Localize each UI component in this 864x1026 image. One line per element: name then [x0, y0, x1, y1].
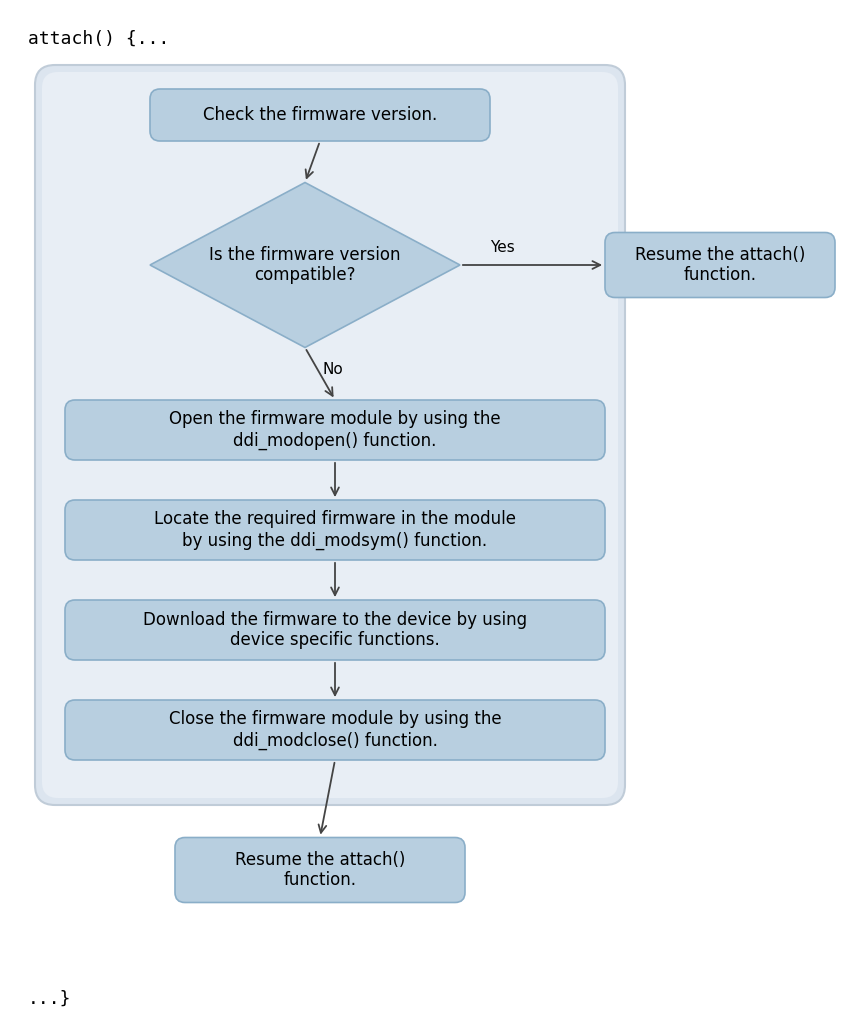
- Text: Locate the required firmware in the module
by using the ddi_modsym() function.: Locate the required firmware in the modu…: [154, 511, 516, 550]
- Text: No: No: [323, 362, 344, 377]
- FancyBboxPatch shape: [65, 700, 605, 760]
- Text: Resume the attach()
function.: Resume the attach() function.: [235, 851, 405, 890]
- FancyBboxPatch shape: [65, 600, 605, 660]
- FancyBboxPatch shape: [150, 89, 490, 141]
- FancyBboxPatch shape: [65, 400, 605, 460]
- Polygon shape: [150, 183, 460, 348]
- Text: Download the firmware to the device by using
device specific functions.: Download the firmware to the device by u…: [143, 610, 527, 649]
- Text: Is the firmware version
compatible?: Is the firmware version compatible?: [209, 245, 401, 284]
- Text: Open the firmware module by using the
ddi_modopen() function.: Open the firmware module by using the dd…: [169, 410, 501, 449]
- FancyBboxPatch shape: [605, 233, 835, 298]
- Text: Close the firmware module by using the
ddi_modclose() function.: Close the firmware module by using the d…: [168, 710, 501, 750]
- FancyBboxPatch shape: [65, 500, 605, 560]
- Text: ...}: ...}: [28, 990, 72, 1008]
- Text: attach() {...: attach() {...: [28, 30, 169, 48]
- Text: Check the firmware version.: Check the firmware version.: [203, 106, 437, 124]
- FancyBboxPatch shape: [35, 65, 625, 805]
- Text: Yes: Yes: [490, 239, 515, 254]
- FancyBboxPatch shape: [42, 72, 618, 798]
- FancyBboxPatch shape: [175, 837, 465, 903]
- Text: Resume the attach()
function.: Resume the attach() function.: [635, 245, 805, 284]
